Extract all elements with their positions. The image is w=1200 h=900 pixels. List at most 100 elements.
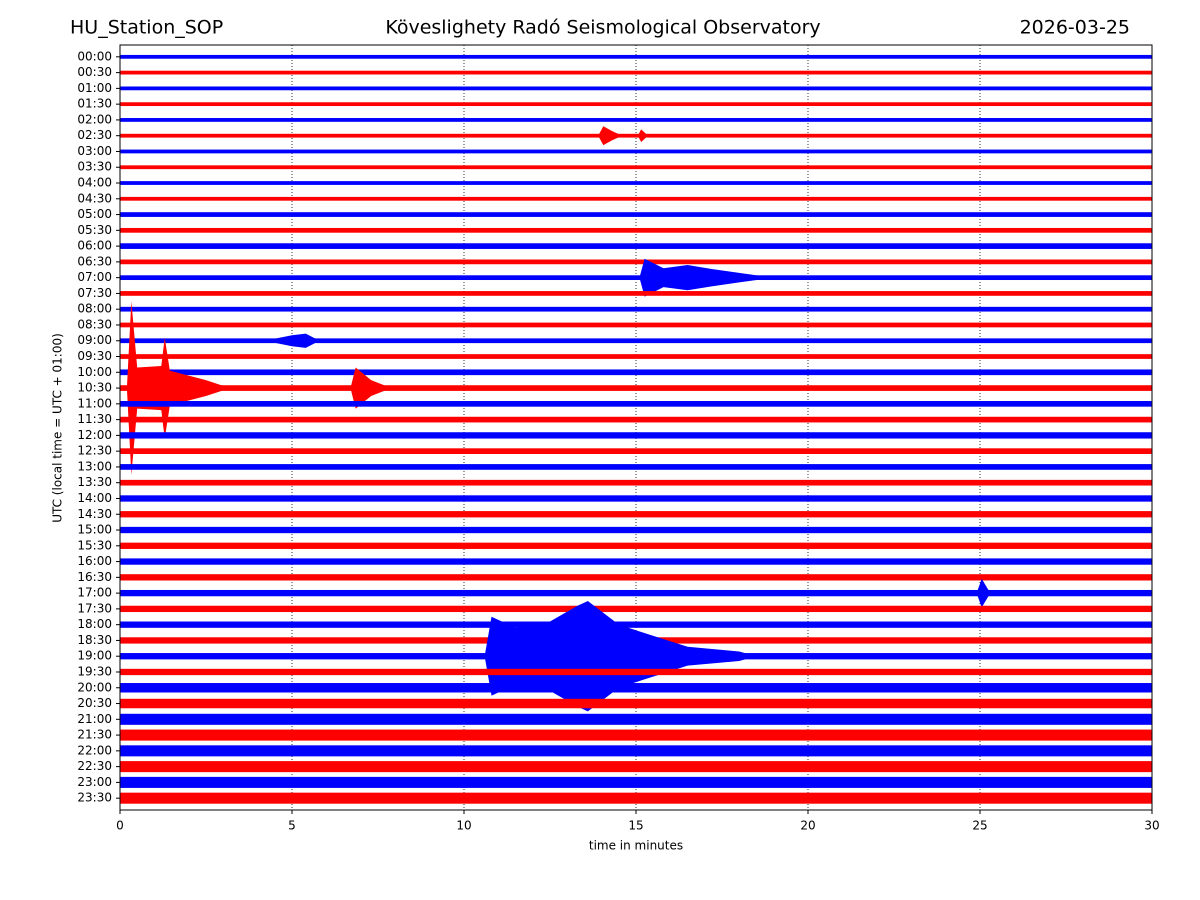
trace-band <box>120 698 1152 709</box>
seismic-event <box>637 129 649 143</box>
row-label: 09:30 <box>77 349 112 363</box>
trace-band <box>120 479 1152 486</box>
row-label: 02:00 <box>77 112 112 126</box>
row-label: 10:00 <box>77 365 112 379</box>
trace-band <box>120 133 1152 138</box>
trace-band <box>120 416 1152 423</box>
row-label: 01:00 <box>77 81 112 95</box>
row-label: 08:00 <box>77 302 112 316</box>
trace-band <box>120 745 1152 757</box>
row-label: 04:30 <box>77 191 112 205</box>
trace-band <box>120 165 1152 170</box>
trace-band <box>120 511 1152 518</box>
row-label: 16:00 <box>77 554 112 568</box>
seismic-event <box>639 258 774 297</box>
row-label: 11:30 <box>77 412 112 426</box>
row-label: 10:30 <box>77 381 112 395</box>
row-label: 08:30 <box>77 317 112 331</box>
row-label: 07:30 <box>77 286 112 300</box>
trace-band <box>120 181 1152 185</box>
row-label: 00:00 <box>77 49 112 63</box>
row-label: 07:00 <box>77 270 112 284</box>
trace-band <box>120 448 1152 454</box>
row-label: 17:30 <box>77 601 112 615</box>
row-label: 14:00 <box>77 491 112 505</box>
trace-band <box>120 668 1152 676</box>
row-label: 00:30 <box>77 65 112 79</box>
trace-band <box>120 558 1152 565</box>
row-label: 20:30 <box>77 696 112 710</box>
row-label: 05:00 <box>77 207 112 221</box>
trace-band <box>120 275 1152 281</box>
row-label: 09:00 <box>77 333 112 347</box>
trace-band <box>120 102 1152 107</box>
trace-band <box>120 70 1152 75</box>
row-label: 21:30 <box>77 728 112 742</box>
trace-band <box>120 243 1152 249</box>
trace-band <box>120 212 1152 217</box>
trace-band <box>120 259 1152 265</box>
x-tick-label: 15 <box>628 819 643 833</box>
trace-band <box>120 464 1152 470</box>
row-label: 01:30 <box>77 97 112 111</box>
trace-band <box>120 149 1152 154</box>
row-label: 16:30 <box>77 570 112 584</box>
x-tick-label: 30 <box>1144 819 1159 833</box>
row-label: 02:30 <box>77 128 112 142</box>
x-tick-label: 10 <box>456 819 471 833</box>
trace-band <box>120 792 1152 804</box>
row-label: 18:30 <box>77 633 112 647</box>
row-label: 04:00 <box>77 176 112 190</box>
seismic-event <box>976 578 991 608</box>
trace-band <box>120 589 1152 597</box>
row-label: 20:00 <box>77 680 112 694</box>
row-label: 03:30 <box>77 160 112 174</box>
trace-band <box>120 291 1152 296</box>
row-label: 15:00 <box>77 523 112 537</box>
trace-band <box>120 761 1152 773</box>
trace-band <box>120 54 1152 59</box>
row-label: 12:30 <box>77 444 112 458</box>
row-label: 13:30 <box>77 475 112 489</box>
row-label: 11:00 <box>77 396 112 410</box>
trace-band <box>120 354 1152 359</box>
row-label: 12:00 <box>77 428 112 442</box>
traces <box>120 54 1152 804</box>
plot-frame <box>119 44 1153 811</box>
row-label: 03:00 <box>77 144 112 158</box>
row-label: 19:00 <box>77 649 112 663</box>
trace-band <box>120 338 1152 344</box>
seismic-event <box>126 301 231 475</box>
trace-band <box>120 526 1152 534</box>
row-label: 13:00 <box>77 459 112 473</box>
seismic-event <box>264 333 320 348</box>
trace-band <box>120 432 1152 439</box>
x-axis-label: time in minutes <box>589 839 683 853</box>
row-label: 23:30 <box>77 791 112 805</box>
seismic-event <box>350 367 392 409</box>
x-tick-label: 0 <box>116 819 124 833</box>
row-label: 22:00 <box>77 743 112 757</box>
trace-band <box>120 574 1152 581</box>
row-label: 18:00 <box>77 617 112 631</box>
row-label: 15:30 <box>77 538 112 552</box>
trace-band <box>120 385 1152 391</box>
row-label: 22:30 <box>77 759 112 773</box>
trace-band <box>120 369 1152 376</box>
trace-band <box>120 621 1152 628</box>
trace-band <box>120 86 1152 91</box>
chart-title: Köveslighety Radó Seismological Observat… <box>385 17 820 39</box>
trace-band <box>120 729 1152 741</box>
trace-band <box>120 776 1152 788</box>
row-label: 21:00 <box>77 712 112 726</box>
row-label: 06:00 <box>77 239 112 253</box>
row-label: 05:30 <box>77 223 112 237</box>
trace-band <box>120 495 1152 502</box>
x-tick-label: 20 <box>800 819 815 833</box>
trace-band <box>120 683 1152 693</box>
y-axis-label: UTC (local time = UTC + 01:00) <box>51 333 65 523</box>
seismic-event <box>484 601 757 712</box>
trace-band <box>120 227 1152 233</box>
trace-band <box>120 713 1152 725</box>
